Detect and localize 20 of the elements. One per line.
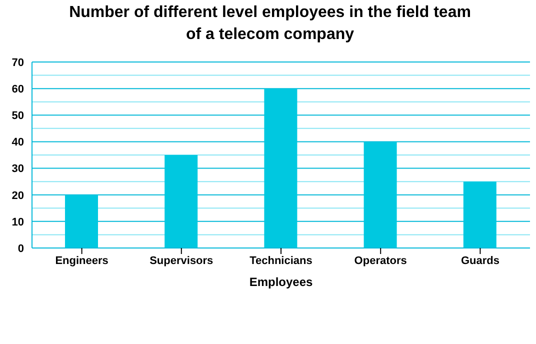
bar: [65, 194, 98, 248]
x-tick-label: Engineers: [55, 254, 108, 267]
bar: [164, 155, 198, 248]
y-tick-label: 60: [12, 83, 24, 96]
x-tick-label: Guards: [460, 254, 500, 267]
y-tick-label: 40: [12, 136, 24, 149]
bar: [364, 142, 397, 248]
y-tick-label: 50: [12, 110, 24, 122]
bar: [463, 182, 496, 248]
y-tick-label: 0: [18, 242, 24, 255]
x-tick-label: Operators: [354, 254, 407, 267]
x-tick-label: Supervisors: [150, 254, 214, 267]
y-tick-label: 30: [12, 163, 24, 176]
y-tick-label: 70: [12, 56, 24, 69]
y-tick-label: 10: [12, 216, 24, 228]
x-axis-title: Employees: [249, 275, 313, 289]
x-tick-label: Technicians: [250, 254, 312, 267]
bar: [264, 88, 298, 248]
y-tick-label: 20: [12, 190, 24, 202]
chart-title: Number of different level employees in the field team of a telecom company: [68, 3, 472, 45]
